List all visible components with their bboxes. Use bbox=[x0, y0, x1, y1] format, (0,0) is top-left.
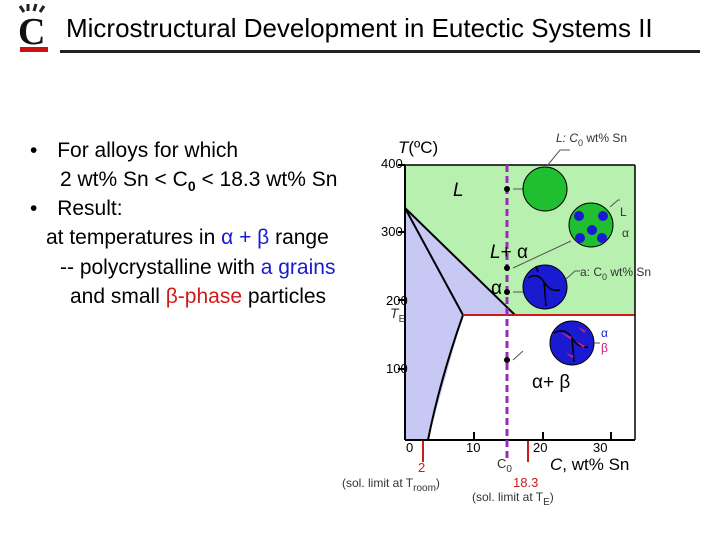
alpha-beta-leader-line bbox=[512, 350, 524, 361]
region-label-alpha-beta: α+ β bbox=[532, 372, 570, 393]
sol-limit-room-label: (sol. limit at Troom) bbox=[342, 476, 440, 494]
liquid-region bbox=[405, 165, 635, 315]
callout-alpha-pre: a: C bbox=[580, 265, 602, 279]
bullet-marker: • bbox=[30, 139, 38, 162]
x-tick-label-0: 0 bbox=[406, 440, 413, 455]
bullet-1: • For alloys for which bbox=[30, 139, 238, 163]
alpha-crystal-icon bbox=[598, 211, 608, 221]
alpha-crystal-icon bbox=[574, 211, 584, 221]
region-label-l-alpha-rest: + α bbox=[501, 242, 528, 263]
bullet-2-line-2-pre: at temperatures in bbox=[46, 226, 222, 249]
bullet-2-line-4-post: particles bbox=[242, 285, 327, 308]
region-label-l-alpha-l: L bbox=[490, 242, 501, 263]
y-tick-label-100: 100 bbox=[386, 361, 408, 376]
liquidus-line bbox=[404, 207, 516, 316]
callout-alpha-sub: 0 bbox=[602, 272, 607, 282]
x-axis-label-rest: , wt% Sn bbox=[562, 455, 629, 474]
sol-limit-te-post: ) bbox=[550, 490, 554, 504]
l-alpha-leader-line bbox=[512, 240, 572, 269]
x-tick-label-30: 30 bbox=[593, 440, 607, 455]
bullet-2-line-2: at temperatures in α + β range bbox=[46, 226, 329, 250]
grain-boundaries bbox=[527, 265, 561, 307]
callout-liquid: L: C0 wt% Sn bbox=[556, 131, 627, 148]
liquid-micrograph bbox=[522, 166, 568, 212]
bullet-2-line-3-pre: -- polycrystalline with bbox=[60, 256, 261, 279]
callout-l-alpha-l: L bbox=[620, 205, 627, 219]
state-point-l-alpha bbox=[504, 265, 510, 271]
bullet-2-line-1: Result: bbox=[57, 197, 123, 220]
bullet-1-line-2-pre: 2 wt% Sn < C bbox=[60, 168, 188, 191]
x-tick-label-20: 20 bbox=[533, 440, 547, 455]
alpha-grains-text: a grains bbox=[260, 256, 336, 279]
callout-alpha: a: C0 wt% Sn bbox=[580, 265, 651, 282]
y-tick-label-400: 400 bbox=[381, 156, 403, 171]
y-tick-label-300: 300 bbox=[381, 224, 403, 239]
y-axis-label-symbol: T bbox=[398, 138, 410, 157]
bullet-2-line-3: -- polycrystalline with a grains bbox=[60, 256, 335, 280]
y-axis-label: T(ºC) bbox=[398, 138, 438, 157]
c0-label-symbol: C bbox=[497, 456, 506, 471]
bullet-2-line-2-post: range bbox=[269, 226, 329, 249]
label-18-3: 18.3 bbox=[513, 475, 538, 490]
sol-limit-te-sub: E bbox=[543, 497, 550, 508]
te-label: TE bbox=[390, 305, 406, 325]
y-tick-label-200: 200 bbox=[386, 293, 408, 308]
liquid-callout-leader bbox=[546, 149, 570, 167]
bullet-marker: • bbox=[30, 197, 38, 220]
te-label-sub: E bbox=[399, 314, 406, 325]
x-axis-label-symbol: C bbox=[550, 455, 563, 474]
beta-particles-icon bbox=[560, 327, 586, 358]
bullet-1-line-2: 2 wt% Sn < C0 < 18.3 wt% Sn bbox=[60, 168, 337, 194]
y-axis-label-unit: (ºC) bbox=[408, 138, 438, 157]
alpha-crystal-icon bbox=[587, 225, 597, 235]
beta-phase-text: β-phase bbox=[165, 285, 243, 308]
callout-alpha-beta-a: α bbox=[601, 326, 608, 340]
page-title: Microstructural Development in Eutectic … bbox=[66, 13, 653, 43]
callout-liquid-pre: L: C bbox=[556, 131, 578, 145]
svg-text:C: C bbox=[18, 11, 45, 53]
bullet-2-line-4-pre: and small bbox=[70, 285, 166, 308]
sol-limit-room-sub: room bbox=[413, 483, 436, 494]
alpha-callout-leader bbox=[565, 270, 580, 280]
te-label-symbol: T bbox=[390, 305, 400, 321]
callout-liquid-post: wt% Sn bbox=[583, 131, 627, 145]
state-point-liquid bbox=[504, 186, 510, 192]
alpha-crystal-icon bbox=[575, 233, 585, 243]
bullet-1-line-2-post: < 18.3 wt% Sn bbox=[195, 168, 338, 191]
callout-liquid-sub: 0 bbox=[578, 138, 583, 148]
alpha-beta-range-text: α + β bbox=[221, 226, 270, 249]
x-tick-label-10: 10 bbox=[466, 440, 480, 455]
callout-alpha-beta-b: β bbox=[601, 341, 608, 355]
region-label-l-alpha: L+ α bbox=[490, 242, 528, 263]
alpha-crystal-icon bbox=[597, 233, 607, 243]
sol-limit-room-post: ) bbox=[436, 476, 440, 490]
l-alpha-micrograph bbox=[568, 202, 614, 248]
state-point-alpha bbox=[504, 289, 510, 295]
state-point-alpha-beta bbox=[504, 357, 510, 363]
x-axis-label: C, wt% Sn bbox=[550, 455, 629, 474]
c0-label-sub: 0 bbox=[506, 464, 512, 475]
sol-limit-te-label: (sol. limit at TE) bbox=[472, 490, 554, 508]
university-logo: C bbox=[18, 3, 48, 53]
l-alpha-callout-leader bbox=[609, 199, 620, 208]
bullet-1-line-1: For alloys for which bbox=[57, 139, 239, 162]
solidus-line bbox=[404, 207, 464, 316]
bullet-2: • Result: bbox=[30, 197, 123, 221]
callout-alpha-post: wt% Sn bbox=[607, 265, 651, 279]
c0-label: C0 bbox=[497, 456, 512, 475]
label-2: 2 bbox=[418, 460, 425, 475]
bullet-1-line-2-sub: 0 bbox=[187, 178, 196, 195]
sol-limit-room-pre: (sol. limit at T bbox=[342, 476, 414, 490]
solvus-line bbox=[427, 314, 464, 441]
callout-l-alpha-a: α bbox=[622, 226, 629, 240]
region-label-alpha: α bbox=[491, 278, 502, 299]
bullet-2-line-4: and small β-phase particles bbox=[70, 285, 326, 309]
title-underline bbox=[60, 50, 700, 53]
sol-limit-te-pre: (sol. limit at T bbox=[472, 490, 544, 504]
region-label-liquid: L bbox=[453, 180, 464, 201]
